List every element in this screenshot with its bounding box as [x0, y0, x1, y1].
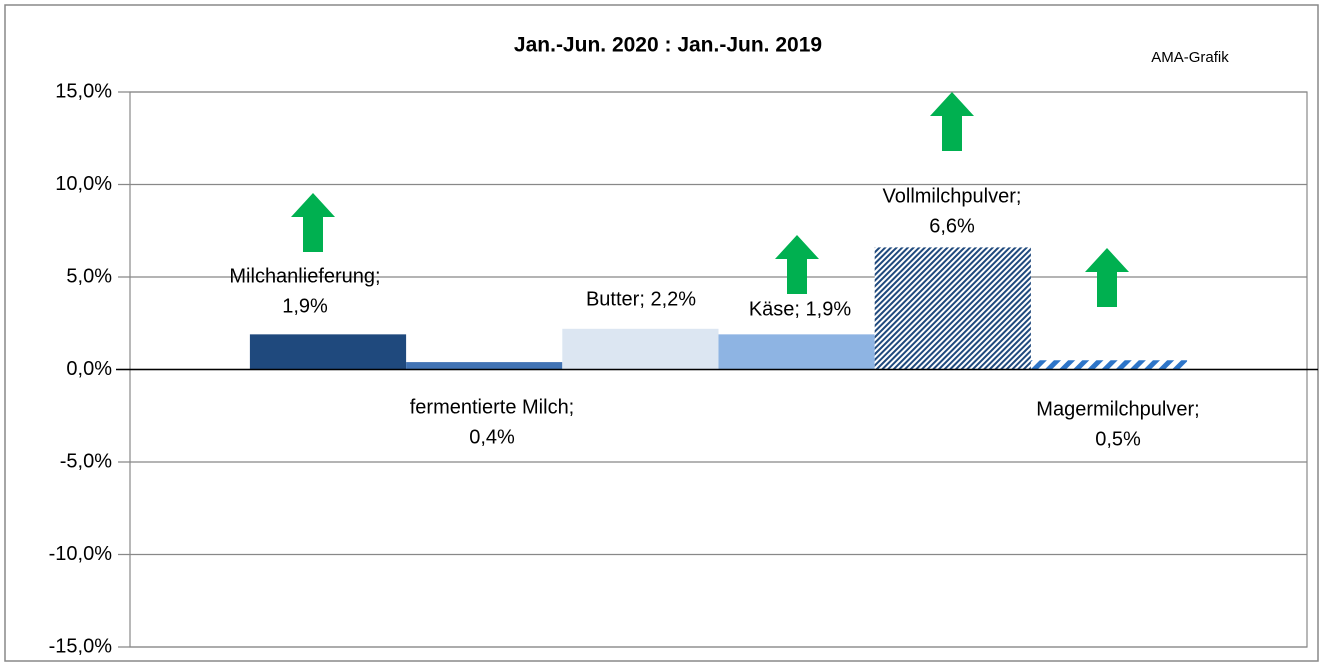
data-label: Vollmilchpulver;	[883, 185, 1022, 207]
bar	[1030, 360, 1188, 370]
data-label: fermentierte Milch;	[410, 396, 575, 418]
trend-arrow	[775, 235, 819, 294]
annotation: AMA-Grafik	[1151, 49, 1229, 66]
y-tick-label: 5,0%	[66, 265, 112, 287]
trend-arrow	[1085, 248, 1129, 307]
data-label: 0,5%	[1095, 428, 1141, 450]
y-tick-label: -15,0%	[49, 635, 113, 657]
data-label: Käse; 1,9%	[749, 298, 852, 320]
data-label: 0,4%	[469, 426, 515, 448]
data-label: Butter; 2,2%	[586, 288, 696, 310]
bar	[874, 247, 1031, 370]
trend-arrow	[930, 92, 974, 151]
trend-arrow	[291, 193, 335, 252]
y-tick-label: 0,0%	[66, 358, 112, 380]
data-label: Milchanlieferung;	[229, 265, 380, 287]
data-label: 1,9%	[282, 295, 328, 317]
data-label: Magermilchpulver;	[1036, 398, 1199, 420]
bar	[718, 334, 875, 370]
bar	[406, 362, 563, 370]
data-label: 6,6%	[929, 215, 975, 237]
y-tick-label: -5,0%	[60, 450, 112, 472]
y-tick-label: 15,0%	[55, 80, 112, 102]
bar	[249, 334, 407, 370]
bar	[562, 328, 719, 370]
chart-title: Jan.-Jun. 2020 : Jan.-Jun. 2019	[514, 34, 822, 57]
y-tick-label: -10,0%	[49, 543, 113, 565]
y-tick-label: 10,0%	[55, 173, 112, 195]
